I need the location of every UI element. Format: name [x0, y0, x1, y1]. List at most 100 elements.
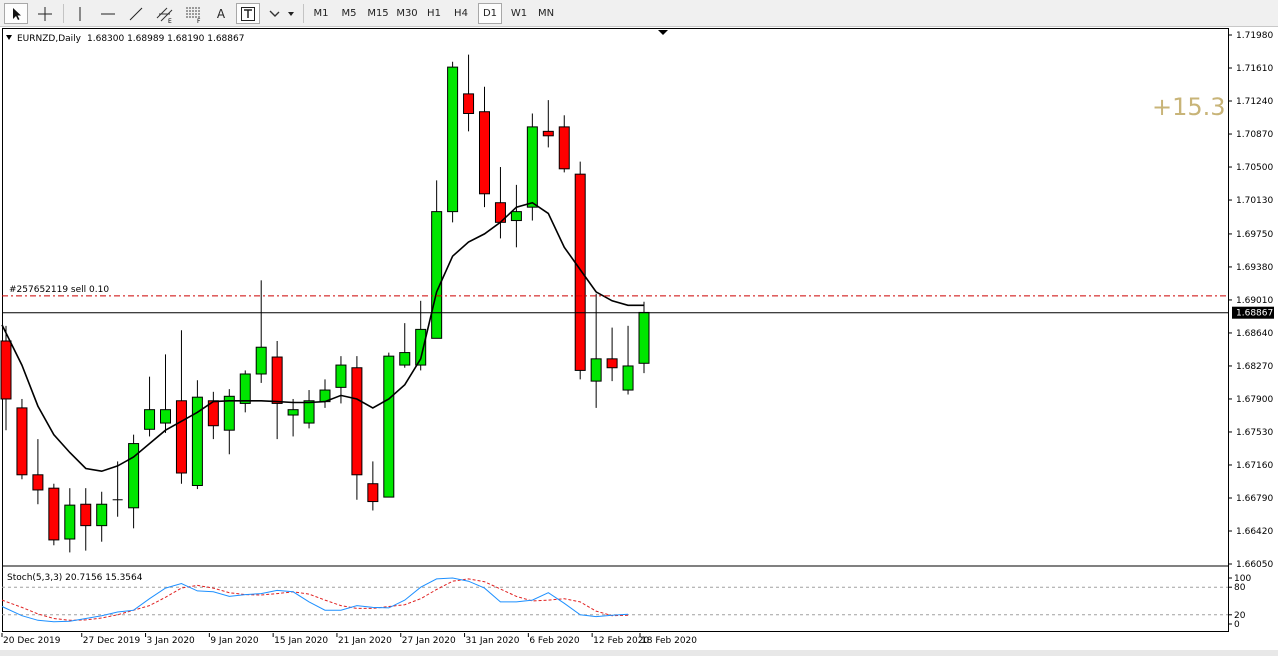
candle-body-bear [542, 130, 554, 137]
time-tick-label: 18 Feb 2020 [641, 636, 697, 646]
svg-text:E: E [168, 18, 172, 23]
time-tick-label: 6 Feb 2020 [529, 636, 580, 646]
candle-body-bear [16, 407, 28, 476]
candle-body-bull [287, 409, 299, 416]
toolbar-separator [63, 4, 64, 23]
fibonacci-tool-button[interactable]: F [181, 3, 207, 24]
candle-body-bull [335, 364, 347, 388]
candles [0, 54, 650, 553]
timeframe-w1-button[interactable]: W1 [510, 8, 528, 19]
chart-area[interactable] [2, 28, 1229, 632]
trendline-icon [129, 7, 143, 20]
bottom-scroll-strip [0, 650, 1278, 656]
candle-body-bear [351, 367, 363, 476]
chart-symbol: EURNZD,Daily [17, 34, 82, 44]
order-line-label: #257652119 sell 0.10 [9, 285, 109, 295]
candle-body-bear [48, 487, 60, 541]
price-tick-label: 1.71240 [1236, 97, 1273, 107]
equidistant-channel-tool-button[interactable]: E [152, 3, 178, 24]
candle-body-bear [0, 340, 12, 400]
stoch-level-label: 20 [1234, 611, 1246, 621]
candle-body-bull [303, 400, 315, 424]
moving-average [1, 201, 644, 473]
price-tick-label: 1.67160 [1236, 461, 1273, 471]
price-tick-label: 1.67530 [1236, 428, 1273, 438]
timeframe-h1-button[interactable]: H1 [427, 8, 441, 19]
price-tick-label: 1.71980 [1236, 31, 1273, 41]
time-tick-label: 31 Jan 2020 [466, 636, 520, 646]
price-tick-label: 1.66790 [1236, 494, 1273, 504]
price-tick-label: 1.71610 [1236, 64, 1273, 74]
arrows-tool-button[interactable] [264, 3, 298, 24]
timeframe-mn-button[interactable]: MN [537, 8, 555, 19]
candle-body-bear [367, 483, 379, 503]
stoch-level-label: 80 [1234, 583, 1246, 593]
vertical-line-icon [79, 6, 81, 21]
candle-body-bull [96, 503, 108, 527]
channel-icon: E [156, 7, 173, 23]
trendline-tool-button[interactable] [124, 3, 148, 24]
toolbar: E F A M1 M5 M15 M30 H1 H4 D1 W1 MN [0, 0, 1278, 27]
price-tick-label: 1.67900 [1236, 395, 1273, 405]
vertical-line-tool-button[interactable] [68, 3, 92, 24]
candle-body-bull [431, 211, 443, 339]
price-tick-label: 1.70130 [1236, 196, 1273, 206]
text-label-icon [241, 6, 255, 21]
price-tick-label: 1.69010 [1236, 296, 1273, 306]
collapse-triangle-icon [6, 35, 12, 40]
candle-body-bull [255, 346, 267, 375]
candle-body-bull [590, 358, 602, 382]
candle-body-bull [160, 409, 171, 424]
candle-body-bear [271, 356, 283, 404]
text-a-icon: A [216, 6, 226, 21]
time-tick-label: 20 Dec 2019 [3, 636, 61, 646]
timeframe-m5-button[interactable]: M5 [341, 8, 357, 19]
chart-ohlc: 1.68300 1.68989 1.68190 1.68867 [87, 34, 244, 44]
candle-body-bull [638, 311, 650, 364]
current-price-label: 1.68867 [1236, 309, 1273, 319]
crosshair-icon [38, 6, 52, 21]
timeframe-m15-button[interactable]: M15 [367, 8, 389, 19]
time-tick-label: 3 Jan 2020 [147, 636, 195, 646]
text-label-tool-button[interactable] [236, 3, 260, 24]
candle-body-bull [64, 504, 76, 540]
candle-body-bear [479, 111, 490, 195]
stoch-label: Stoch(5,3,3) 20.7156 15.3564 [7, 573, 143, 583]
arrows-icon [269, 10, 294, 17]
toolbar-separator [303, 4, 304, 23]
candle-body-bull [447, 66, 459, 213]
timeframe-m30-button[interactable]: M30 [396, 8, 418, 19]
candle-body-bull [144, 409, 156, 430]
candle-body-bull [510, 211, 522, 222]
crosshair-tool-button[interactable] [32, 3, 58, 24]
time-tick-label: 27 Jan 2020 [402, 636, 456, 646]
stoch-main-line [1, 577, 629, 623]
candle-body-bull [191, 396, 203, 486]
profit-label: +15.3 [1152, 93, 1226, 121]
timeframe-h4-button[interactable]: H4 [454, 8, 468, 19]
candle-body-bear [463, 93, 475, 115]
timeframe-d1-button[interactable]: D1 [478, 3, 502, 24]
horizontal-line-icon [101, 13, 115, 14]
svg-text:F: F [197, 18, 201, 23]
candle-body-bull [415, 328, 427, 366]
chart-shift-marker-icon [658, 30, 668, 35]
cursor-icon [13, 7, 21, 20]
stoch-signal-line [1, 578, 629, 621]
time-tick-label: 12 Feb 2020 [593, 636, 649, 646]
time-tick-label: 9 Jan 2020 [210, 636, 258, 646]
cursor-tool-button[interactable] [4, 3, 28, 24]
candle-body-bull [399, 352, 411, 366]
timeframe-m1-button[interactable]: M1 [313, 8, 329, 19]
candle-body-bear [32, 474, 44, 491]
horizontal-line-tool-button[interactable] [96, 3, 120, 24]
candle-body-bear [574, 173, 586, 371]
candle-body-bull [526, 126, 538, 208]
price-tick-label: 1.68640 [1236, 329, 1273, 339]
candle-body-bear [207, 400, 219, 427]
price-tick-label: 1.69750 [1236, 230, 1273, 240]
text-tool-button[interactable]: A [210, 3, 232, 24]
price-tick-label: 1.66050 [1236, 560, 1273, 570]
stoch-level-label: 0 [1234, 620, 1240, 630]
